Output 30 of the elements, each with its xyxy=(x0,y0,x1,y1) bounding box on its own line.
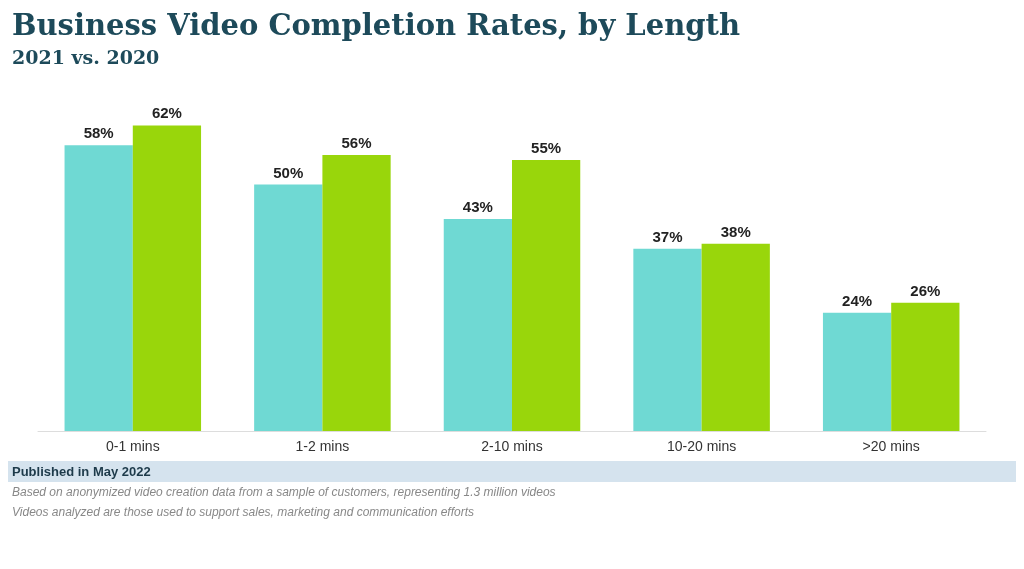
text: Published in May 2022 xyxy=(8,461,1016,482)
text: Based on anonymized video creation data from a sample of customers, representing 1.3 million videos xyxy=(11,484,557,501)
data-label: 58% xyxy=(83,124,114,142)
data-label: 55% xyxy=(531,138,562,156)
data-label: 37% xyxy=(652,227,683,245)
data-label: 43% xyxy=(462,198,493,216)
bar xyxy=(891,302,960,431)
bar xyxy=(64,145,133,431)
x-tick-label: 0-1 mins xyxy=(105,438,160,454)
data-label: 56% xyxy=(341,134,372,151)
bar xyxy=(322,155,391,431)
text: Videos analyzed are those used to support sales, marketing and communication efforts xyxy=(11,504,476,521)
x-tick-label: 2-10 mins xyxy=(481,438,543,454)
chart-title: Business Video Completion Rates, by Length xyxy=(11,8,742,42)
chart-subtitle: 2021 vs. 2020 xyxy=(11,46,161,68)
bar xyxy=(132,125,202,431)
data-label: 38% xyxy=(720,222,751,240)
bar xyxy=(633,248,702,431)
bar xyxy=(701,243,770,431)
data-label: 26% xyxy=(910,281,941,299)
bar xyxy=(512,159,581,431)
bar xyxy=(254,184,323,431)
data-label: 24% xyxy=(842,291,873,309)
bar xyxy=(822,312,892,431)
x-tick-label: >20 mins xyxy=(862,438,920,454)
data-label: 50% xyxy=(273,163,304,181)
x-tick-label: 10-20 mins xyxy=(666,438,737,454)
bar xyxy=(443,219,512,431)
data-label: 62% xyxy=(151,104,182,122)
x-tick-label: 1-2 mins xyxy=(295,438,350,454)
